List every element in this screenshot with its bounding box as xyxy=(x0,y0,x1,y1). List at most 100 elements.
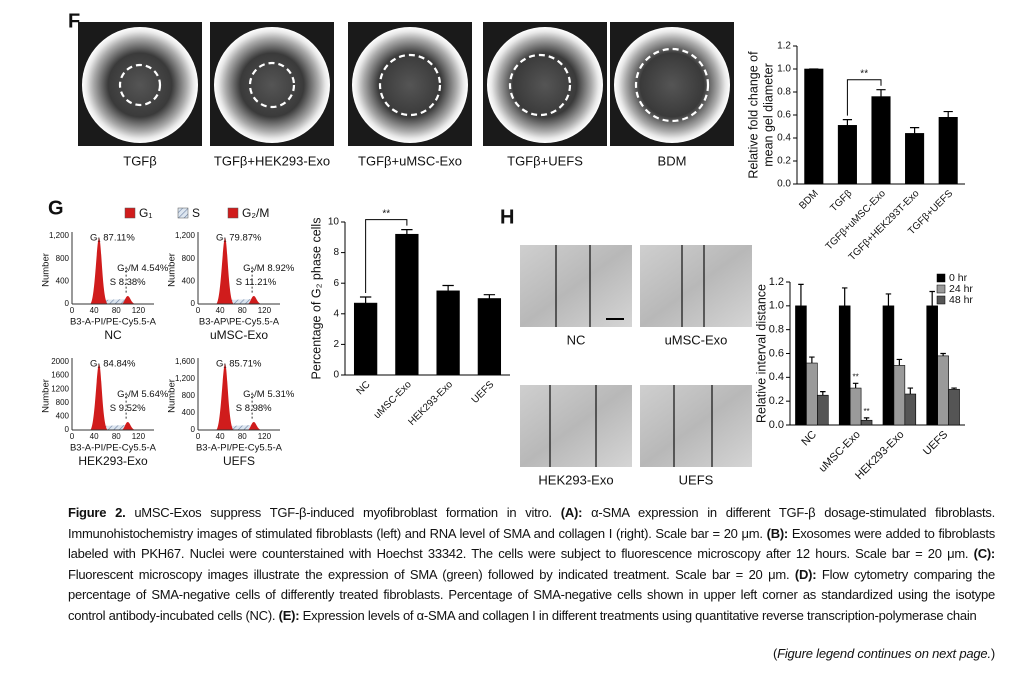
y-tick-label: 0.2 xyxy=(769,395,784,407)
y-tick-label: 2 xyxy=(333,339,339,350)
legend-swatch xyxy=(177,207,189,219)
histogram-g1-peak xyxy=(90,238,109,304)
legend-label: 0 hr xyxy=(949,272,968,284)
error-bar xyxy=(951,387,957,390)
y-tick-label: 0.4 xyxy=(777,133,791,144)
significance-label: ** xyxy=(382,208,390,219)
photo-label: UEFS xyxy=(679,472,714,487)
bar xyxy=(795,305,807,426)
phase-label: G₂/M 5.64% xyxy=(117,389,169,400)
caption-run: uMSC-Exos suppress TGF-β-induced myofibr… xyxy=(125,505,561,520)
dish-photo xyxy=(82,27,198,143)
dish-photo xyxy=(214,27,330,143)
scratch-photo xyxy=(520,385,632,467)
y-tick-label: 0.8 xyxy=(777,87,791,98)
x-tick-label: 40 xyxy=(90,432,99,441)
y-tick-label: 0.0 xyxy=(769,419,784,431)
caption-continuation: (Figure legend continues on next page.) xyxy=(773,646,995,661)
sample-label: UEFS xyxy=(223,454,255,468)
scratch-photo xyxy=(520,245,632,327)
x-axis-label: B3-A-PI/PE-Cy5.5-A xyxy=(70,443,157,454)
x-axis-label: B3-A-PI/PE-Cy5.5-A xyxy=(70,317,157,328)
y-tick-label: 0.4 xyxy=(769,371,784,383)
x-tick-label: 120 xyxy=(258,432,272,441)
dish-photo xyxy=(487,27,603,143)
y-axis-label: Relative fold change of xyxy=(746,51,760,179)
y-tick-label: 1,200 xyxy=(49,231,70,240)
error-bar xyxy=(909,127,920,134)
y-axis-label: Percentage of G₂ phase cells xyxy=(309,218,323,380)
panel-letter: H xyxy=(500,206,514,228)
x-tick-label: TGFβ xyxy=(828,188,854,214)
error-bar xyxy=(929,290,935,306)
y-tick-label: 0 xyxy=(65,299,70,308)
x-tick-label: 0 xyxy=(70,432,75,441)
y-tick-label: 800 xyxy=(56,254,70,263)
histogram-g1-peak xyxy=(216,364,235,430)
scratch-photo xyxy=(640,245,752,327)
error-bar xyxy=(885,293,892,306)
legend-swatch xyxy=(936,273,946,283)
scratch-photo xyxy=(640,385,752,467)
y-tick-label: 1,600 xyxy=(175,357,196,366)
x-axis-label: B3-A-PI/PE-Cy5.5-A xyxy=(196,443,283,454)
bar xyxy=(948,388,960,426)
y-tick-label: 0.2 xyxy=(777,156,791,167)
significance-bracket xyxy=(846,79,882,116)
x-tick-label: uMSC-Exo xyxy=(817,429,863,475)
gel-outline xyxy=(634,47,710,123)
gel-outline xyxy=(248,61,296,109)
y-tick-label: 1,200 xyxy=(175,374,196,383)
y-tick-label: 0 xyxy=(333,370,339,381)
y-tick-label: 1200 xyxy=(51,384,69,393)
error-bar xyxy=(798,283,804,306)
x-tick-label: 80 xyxy=(112,306,121,315)
y-tick-label: 0.8 xyxy=(769,324,784,336)
bar xyxy=(804,68,824,185)
x-tick-label: NC xyxy=(355,379,373,397)
caption-run: (B): xyxy=(766,525,789,541)
dish-photo xyxy=(352,27,468,143)
bar xyxy=(938,117,958,185)
y-tick-label: 400 xyxy=(182,276,196,285)
panel-letter: G xyxy=(48,197,64,219)
bar xyxy=(893,365,906,426)
bar xyxy=(860,419,873,426)
phase-label: G₁ 84.84% xyxy=(90,359,136,370)
bar xyxy=(395,233,419,376)
error-bar xyxy=(359,296,372,304)
y-tick-label: 1.2 xyxy=(769,276,784,288)
bar xyxy=(436,290,460,376)
phase-label: G₂/M 4.54% xyxy=(117,263,169,274)
y-tick-label: 800 xyxy=(56,398,70,407)
y-tick-label: 800 xyxy=(182,391,196,400)
y-tick-label: 1600 xyxy=(51,371,69,380)
histogram-g1-peak xyxy=(216,238,235,304)
photo-label: TGFβ xyxy=(123,153,156,168)
dish-photo xyxy=(614,27,730,143)
x-tick-label: 80 xyxy=(238,306,247,315)
bar-chart: 0 2 4 6 8 10 Percentage of G₂ phase cells NC uMS… xyxy=(309,208,510,428)
photo-label: TGFβ+UEFS xyxy=(507,153,583,168)
legend-swatch xyxy=(227,207,239,219)
y-tick-label: 6 xyxy=(333,278,339,289)
error-bar xyxy=(863,417,870,421)
flow-histogram: 0 400 800 1,200 0 40 80 120 B3-AP\PE-Cy5.5-A Numb… xyxy=(167,231,295,342)
bar xyxy=(904,393,917,426)
phase-label: G₁ 85.71% xyxy=(216,359,262,370)
x-tick-label: UEFS xyxy=(470,379,497,406)
y-tick-label: 4 xyxy=(333,308,339,319)
y-tick-label: 1,200 xyxy=(175,231,196,240)
bar xyxy=(882,305,895,426)
y-tick-label: 400 xyxy=(182,408,196,417)
legend-label: 24 hr xyxy=(949,283,973,295)
error-bar xyxy=(876,89,886,97)
bar xyxy=(817,394,829,426)
y-tick-label: 0.6 xyxy=(769,347,784,359)
y-tick-label: 400 xyxy=(56,412,70,421)
caption-run: Figure legend continues on next page. xyxy=(777,646,991,661)
phase-label: G₂/M 5.31% xyxy=(243,389,295,400)
bar xyxy=(806,362,818,426)
y-axis-label: Number xyxy=(41,253,52,287)
